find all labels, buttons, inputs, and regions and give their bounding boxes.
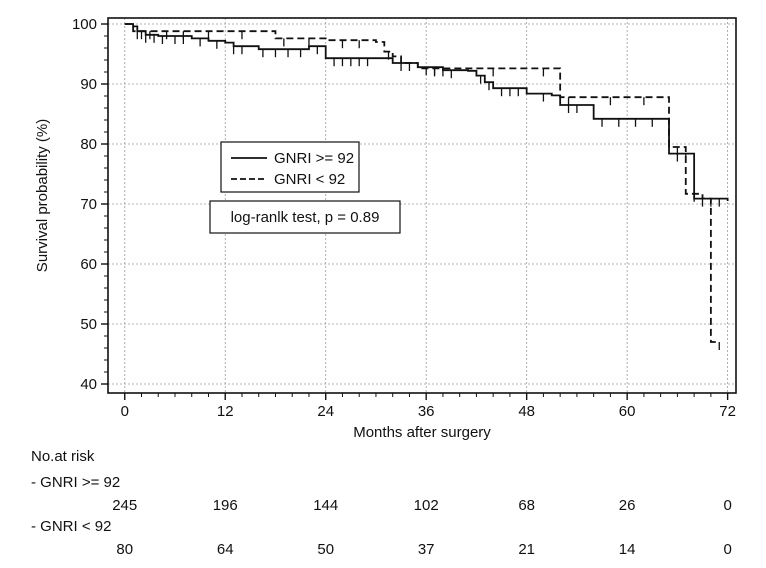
y-tick-label: 70 bbox=[80, 196, 97, 213]
series-layer bbox=[124, 23, 729, 350]
at-risk-count: 0 bbox=[723, 541, 732, 558]
at-risk-count: 21 bbox=[518, 541, 535, 558]
x-tick-label: 48 bbox=[518, 403, 535, 420]
legend-label-1: GNRI >= 92 bbox=[274, 150, 354, 167]
at-risk-count: 102 bbox=[413, 497, 439, 514]
x-tick-label: 0 bbox=[121, 403, 129, 420]
legend: GNRI >= 92 GNRI < 92 bbox=[220, 141, 360, 193]
plot-area-frame bbox=[107, 17, 737, 394]
axis-ticks: 0 12 24 36 48 60 72 40 50 60 70 80 90 100 bbox=[72, 16, 736, 420]
at-risk-count: 14 bbox=[618, 541, 636, 558]
y-tick-label: 60 bbox=[80, 256, 97, 273]
y-axis-label: Survival probability (%) bbox=[34, 119, 51, 272]
x-tick-label: 12 bbox=[217, 403, 234, 420]
at-risk-count: 80 bbox=[116, 541, 134, 558]
legend-label-2: GNRI < 92 bbox=[274, 171, 345, 188]
annotation-text: log-ranlk test, p = 0.89 bbox=[231, 209, 380, 226]
at-risk-header: No.at risk bbox=[31, 448, 95, 465]
y-tick-label: 80 bbox=[80, 136, 97, 153]
at-risk-group-1-label: - GNRI >= 92 bbox=[31, 474, 121, 491]
at-risk-count: 0 bbox=[723, 497, 732, 514]
at-risk-count: 68 bbox=[518, 497, 535, 514]
survival-chart: 0 12 24 36 48 60 72 40 50 60 70 80 90 100 Survival pr… bbox=[34, 16, 737, 440]
x-tick-label: 36 bbox=[418, 403, 435, 420]
at-risk-count: 26 bbox=[618, 497, 636, 514]
at-risk-count: 64 bbox=[216, 541, 234, 558]
x-tick-label: 72 bbox=[719, 403, 736, 420]
y-tick-label: 90 bbox=[80, 76, 97, 93]
at-risk-count: 37 bbox=[417, 541, 435, 558]
annotation-box bbox=[209, 200, 401, 234]
y-tick-label: 100 bbox=[72, 16, 97, 33]
y-tick-label: 50 bbox=[80, 316, 97, 333]
at-risk-count: 196 bbox=[212, 497, 238, 514]
at-risk-group-2-label: - GNRI < 92 bbox=[31, 518, 112, 535]
grid-lines bbox=[108, 18, 736, 393]
at-risk-count: 144 bbox=[313, 497, 339, 514]
x-tick-label: 24 bbox=[317, 403, 334, 420]
x-tick-label: 60 bbox=[619, 403, 636, 420]
log-rank-annotation: log-ranlk test, p = 0.89 bbox=[209, 200, 401, 234]
y-tick-label: 40 bbox=[80, 376, 97, 393]
at-risk-count: 245 bbox=[112, 497, 138, 514]
legend-box bbox=[220, 141, 360, 193]
at-risk-count: 50 bbox=[317, 541, 335, 558]
series-2-curve bbox=[124, 23, 720, 343]
x-axis-label: Months after surgery bbox=[353, 424, 491, 440]
